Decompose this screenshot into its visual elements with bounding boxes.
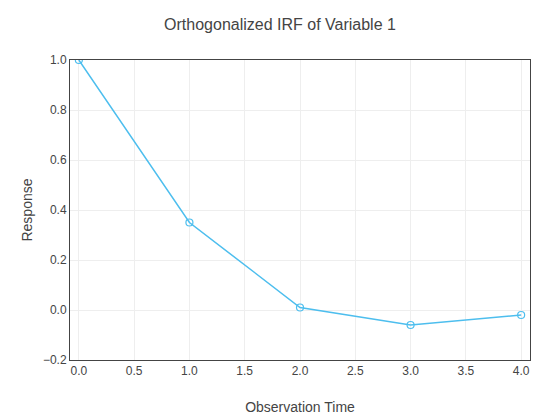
svg-text:3.0: 3.0	[402, 364, 419, 378]
svg-text:4.0: 4.0	[513, 364, 530, 378]
svg-text:3.5: 3.5	[458, 364, 475, 378]
svg-text:0.0: 0.0	[50, 303, 67, 317]
svg-text:1.5: 1.5	[236, 364, 253, 378]
svg-text:0.2: 0.2	[50, 253, 67, 267]
svg-text:2.0: 2.0	[292, 364, 309, 378]
svg-text:1.0: 1.0	[50, 53, 67, 67]
svg-text:0.8: 0.8	[50, 103, 67, 117]
svg-text:1.0: 1.0	[181, 364, 198, 378]
svg-text:0.5: 0.5	[126, 364, 143, 378]
svg-text:0.0: 0.0	[71, 364, 88, 378]
svg-text:−0.2: −0.2	[43, 353, 67, 367]
svg-text:2.5: 2.5	[347, 364, 364, 378]
svg-text:Response: Response	[19, 178, 35, 241]
svg-text:0.4: 0.4	[50, 203, 67, 217]
svg-text:Orthogonalized IRF of Variable: Orthogonalized IRF of Variable 1	[164, 16, 396, 33]
svg-text:Observation Time: Observation Time	[245, 399, 355, 415]
svg-text:0.6: 0.6	[50, 153, 67, 167]
